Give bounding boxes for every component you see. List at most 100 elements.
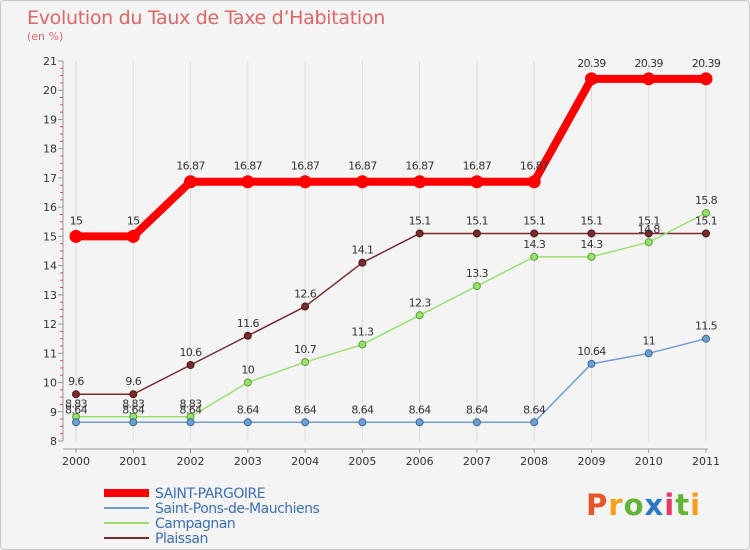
y-tick-label: 18 bbox=[43, 143, 57, 156]
data-point-saint-pargoire bbox=[241, 175, 255, 189]
data-point-plaissan bbox=[472, 229, 481, 238]
data-label-campagnan: 14.3 bbox=[523, 238, 546, 251]
data-point-saint-pargoire bbox=[642, 72, 656, 86]
data-point-saint-pons-de-mauchiens bbox=[72, 418, 80, 427]
x-tick-label: 2001 bbox=[119, 455, 147, 468]
legend-label-plaissan: Plaissan bbox=[155, 531, 208, 547]
x-tick-label: 2004 bbox=[291, 455, 319, 468]
data-label-saint-pons-de-mauchiens: 8.64 bbox=[122, 403, 145, 416]
data-point-campagnan bbox=[301, 358, 310, 367]
data-point-campagnan bbox=[530, 252, 539, 261]
data-label-saint-pargoire: 16.87 bbox=[234, 160, 263, 173]
data-point-saint-pargoire bbox=[699, 72, 713, 86]
y-tick-label: 19 bbox=[43, 113, 57, 126]
data-label-campagnan: 8.83 bbox=[122, 398, 145, 411]
data-point-plaissan bbox=[587, 229, 596, 238]
x-tick-label: 2000 bbox=[62, 455, 90, 468]
data-label-campagnan: 14.8 bbox=[638, 223, 661, 236]
data-point-saint-pargoire bbox=[413, 175, 427, 189]
series-line-plaissan bbox=[75, 232, 707, 395]
data-label-plaissan: 9.6 bbox=[125, 375, 141, 388]
data-point-saint-pargoire bbox=[69, 229, 83, 243]
data-label-campagnan: 10.7 bbox=[294, 343, 317, 356]
data-label-saint-pons-de-mauchiens: 8.64 bbox=[65, 403, 88, 416]
x-tick-label: 2011 bbox=[692, 455, 720, 468]
data-label-saint-pons-de-mauchiens: 8.64 bbox=[179, 403, 202, 416]
data-point-campagnan bbox=[358, 340, 367, 349]
legend-label-saint-pargoire: SAINT-PARGOIRE bbox=[155, 486, 265, 502]
data-label-plaissan: 15.1 bbox=[523, 214, 545, 227]
data-label-saint-pargoire: 16.87 bbox=[176, 160, 205, 173]
legend-label-saint-pons-de-mauchiens: Saint-Pons-de-Mauchiens bbox=[155, 501, 320, 517]
data-point-saint-pons-de-mauchiens bbox=[702, 334, 710, 343]
y-tick-label: 13 bbox=[43, 289, 57, 302]
x-tick-label: 2009 bbox=[577, 455, 605, 468]
data-point-saint-pons-de-mauchiens bbox=[587, 359, 596, 368]
data-point-saint-pargoire bbox=[470, 175, 484, 189]
series-line-saint-pons-de-mauchiens bbox=[75, 337, 707, 424]
data-point-saint-pons-de-mauchiens bbox=[358, 418, 367, 427]
grid-lines bbox=[75, 61, 707, 441]
data-label-plaissan: 10.6 bbox=[179, 346, 202, 359]
data-label-saint-pargoire: 20.39 bbox=[634, 57, 663, 70]
data-point-saint-pons-de-mauchiens bbox=[301, 418, 310, 427]
data-point-saint-pargoire bbox=[298, 175, 312, 189]
data-label-saint-pons-de-mauchiens: 8.64 bbox=[294, 403, 317, 416]
brand-logo: Proxiti bbox=[586, 488, 702, 522]
data-point-plaissan bbox=[702, 229, 710, 238]
data-label-saint-pargoire: 16.87 bbox=[348, 160, 377, 173]
data-label-saint-pons-de-mauchiens: 8.64 bbox=[351, 403, 374, 416]
y-tick-label: 10 bbox=[43, 377, 57, 390]
x-tick-label: 2003 bbox=[234, 455, 262, 468]
data-labels: 15 15 16.87 16.87 16.87 16.87 16.87 16.87 16.87 2… bbox=[65, 57, 721, 416]
data-point-plaissan bbox=[129, 390, 138, 399]
y-tick-label: 16 bbox=[43, 201, 57, 214]
data-label-campagnan: 14.3 bbox=[580, 238, 603, 251]
data-label-saint-pons-de-mauchiens: 11 bbox=[642, 334, 655, 347]
data-label-saint-pons-de-mauchiens: 10.64 bbox=[577, 345, 606, 358]
data-label-plaissan: 15.1 bbox=[580, 214, 602, 227]
data-point-plaissan bbox=[72, 390, 80, 399]
y-tick-label: 14 bbox=[43, 260, 57, 273]
data-label-saint-pons-de-mauchiens: 8.64 bbox=[523, 403, 546, 416]
series-line-campagnan bbox=[75, 212, 707, 418]
series-line-saint-pargoire bbox=[72, 74, 710, 241]
x-tick-label: 2007 bbox=[463, 455, 491, 468]
data-label-saint-pargoire: 20.39 bbox=[692, 57, 721, 70]
x-tick-label: 2005 bbox=[348, 455, 376, 468]
data-label-saint-pons-de-mauchiens: 8.64 bbox=[466, 403, 489, 416]
data-label-saint-pons-de-mauchiens: 8.64 bbox=[409, 403, 432, 416]
data-point-plaissan bbox=[301, 302, 310, 311]
y-tick-label: 15 bbox=[43, 230, 57, 243]
y-tick-label: 21 bbox=[43, 55, 57, 68]
y-tick-label: 9 bbox=[50, 406, 57, 419]
x-tick-label: 2008 bbox=[520, 455, 548, 468]
y-tick-label: 20 bbox=[43, 84, 57, 97]
data-point-saint-pons-de-mauchiens bbox=[129, 418, 138, 427]
data-label-saint-pargoire: 16.87 bbox=[463, 160, 492, 173]
data-point-saint-pargoire bbox=[527, 175, 541, 189]
data-label-campagnan: 8.83 bbox=[179, 398, 202, 411]
data-label-campagnan: 15.8 bbox=[695, 194, 718, 207]
y-tick-label: 17 bbox=[43, 172, 57, 185]
data-label-saint-pargoire: 16.87 bbox=[291, 160, 320, 173]
y-tick-label: 12 bbox=[43, 318, 57, 331]
data-label-plaissan: 15.1 bbox=[409, 214, 431, 227]
data-point-saint-pargoire bbox=[584, 72, 598, 86]
data-point-plaissan bbox=[415, 229, 424, 238]
legend: SAINT-PARGOIRESaint-Pons-de-MauchiensCam… bbox=[104, 486, 320, 547]
data-label-campagnan: 12.3 bbox=[409, 296, 432, 309]
data-label-saint-pargoire: 20.39 bbox=[577, 57, 606, 70]
data-point-saint-pargoire bbox=[184, 175, 198, 189]
data-label-plaissan: 11.6 bbox=[237, 317, 260, 330]
legend-label-campagnan: Campagnan bbox=[155, 516, 235, 532]
chart-subtitle: (en %) bbox=[27, 30, 64, 43]
data-point-plaissan bbox=[243, 331, 252, 340]
data-point-saint-pons-de-mauchiens bbox=[644, 349, 653, 358]
data-point-plaissan bbox=[358, 258, 367, 267]
data-point-campagnan bbox=[472, 282, 481, 291]
data-label-plaissan: 12.6 bbox=[294, 288, 317, 301]
y-tick-label: 8 bbox=[50, 435, 57, 448]
